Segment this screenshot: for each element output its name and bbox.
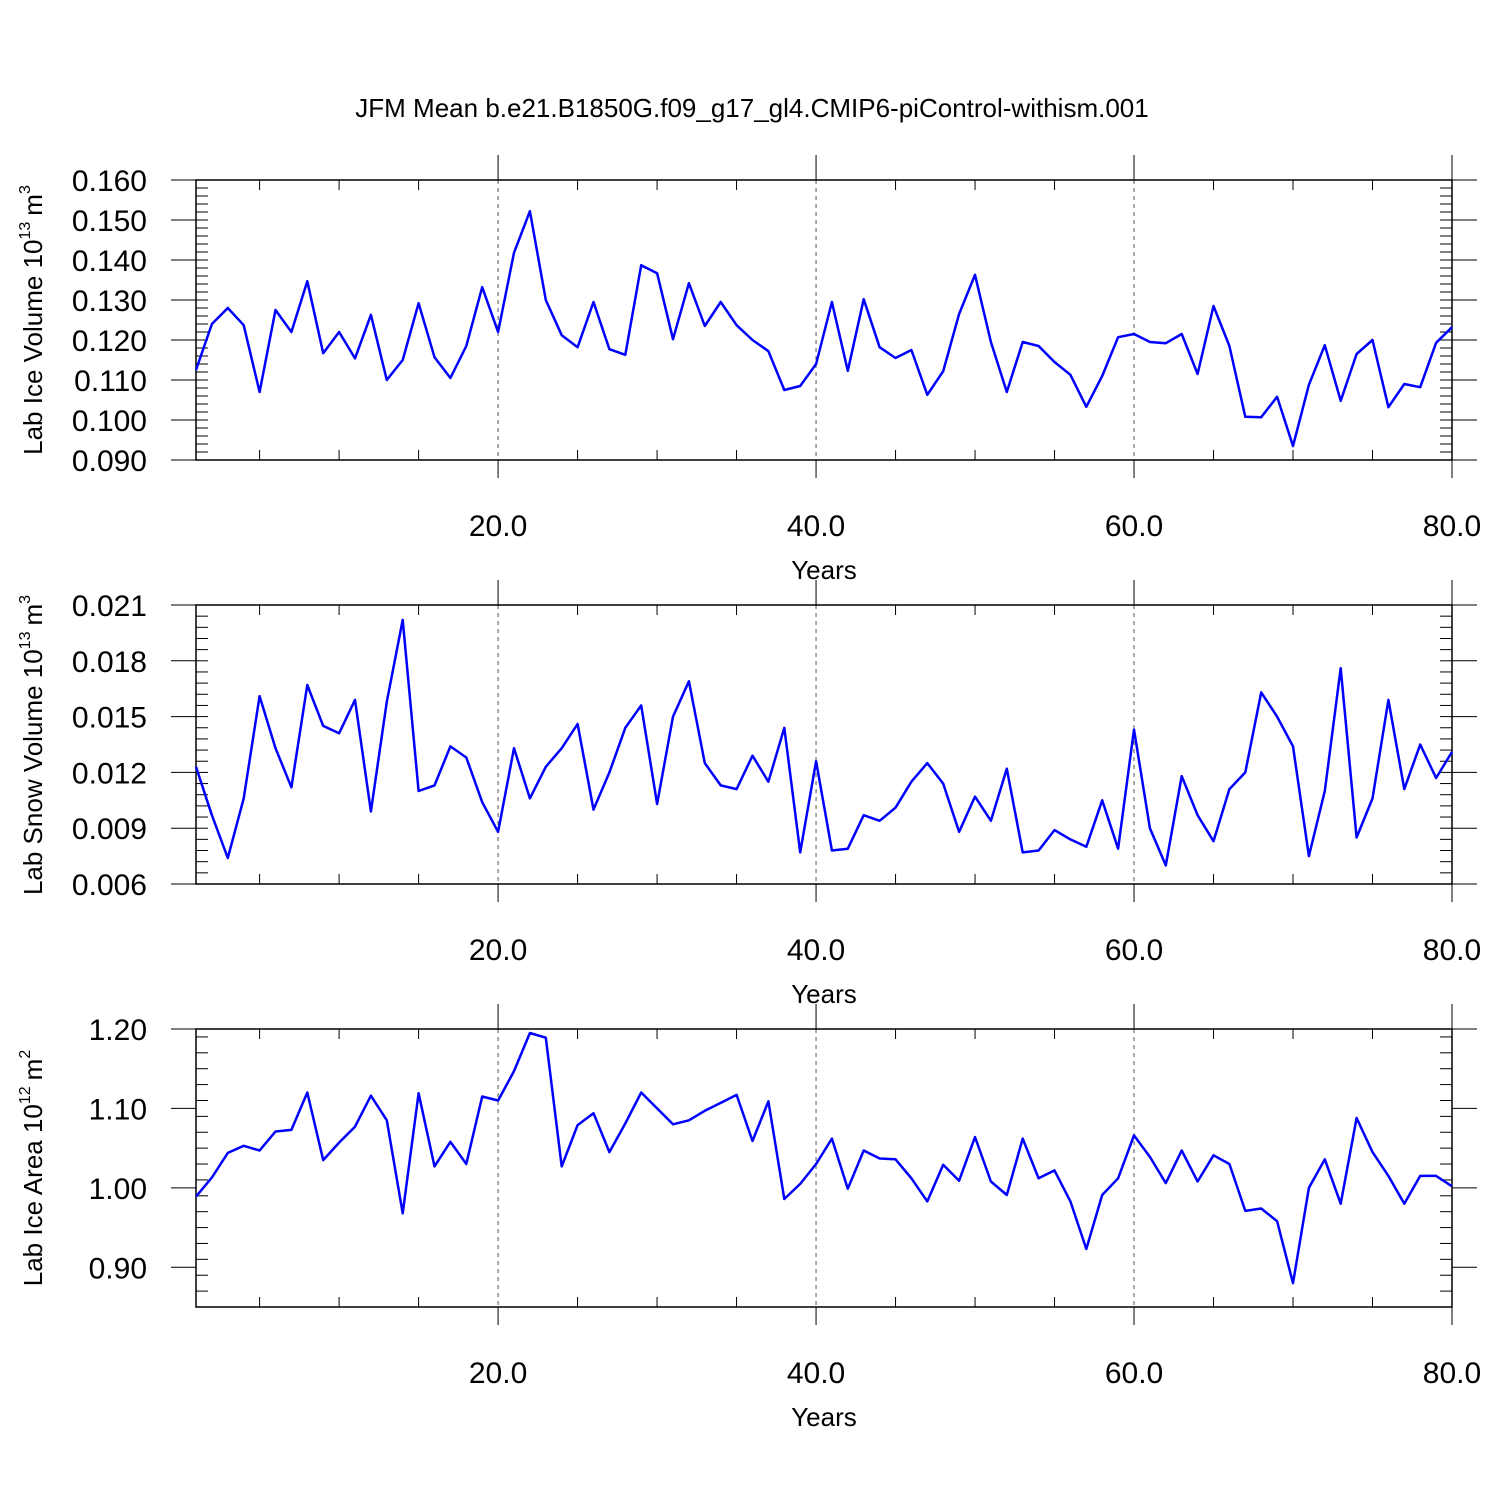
plot-frame <box>195 1028 1453 1308</box>
chart-panel-3: 20.0 40.0 60.0 80.0 1.20 1.10 1.00 0.90 Years Lab… <box>17 1004 1481 1432</box>
data-line <box>195 1031 1453 1285</box>
y-axis-label-ylabel-unit: m <box>18 1059 48 1081</box>
panels: 20.0 40.0 60.0 80.0 0.160 0.150 0.140 0.130 0.12… <box>17 155 1481 1432</box>
y-tick-label: 0.006 <box>72 869 147 902</box>
plot-frame <box>195 604 1453 885</box>
y-axis-label: Lab Ice Area 1012 m2 <box>17 1050 48 1287</box>
y-tick-label: 0.90 <box>89 1252 147 1285</box>
y-tick-label: 0.130 <box>72 285 147 318</box>
x-tick-label: 80.0 <box>1423 934 1481 967</box>
x-tick-label: 40.0 <box>787 510 845 543</box>
data-line <box>194 618 1454 867</box>
y-axis-label-ylabel-unit-exp: 3 <box>17 185 34 194</box>
y-tick-label: 0.012 <box>72 757 147 790</box>
y-tick-label: 1.10 <box>89 1093 147 1126</box>
y-axis-label-ylabel-unit-exp: 2 <box>17 1050 34 1059</box>
y-tick-label: 0.110 <box>74 365 147 398</box>
y-axis-label-ylabel-main: Lab Ice Area 10 <box>18 1104 48 1286</box>
x-axis-label: Years <box>791 979 857 1009</box>
x-tick-label: 40.0 <box>787 934 845 967</box>
chart-panel-1: 20.0 40.0 60.0 80.0 0.160 0.150 0.140 0.130 0.12… <box>17 155 1481 585</box>
x-tick-label: 80.0 <box>1423 510 1481 543</box>
y-tick-label: 0.120 <box>72 325 147 358</box>
plot-frame <box>195 179 1453 461</box>
y-axis-label-ylabel-unit: m <box>18 604 48 626</box>
x-tick-label: 60.0 <box>1105 934 1163 967</box>
x-tick-label: 60.0 <box>1105 1357 1163 1390</box>
y-axis-label-ylabel-exp: 13 <box>17 222 34 240</box>
y-tick-label: 0.021 <box>72 590 147 623</box>
y-axis-label-ylabel-unit-exp: 3 <box>17 595 34 604</box>
y-axis-label-ylabel-main: Lab Ice Volume 10 <box>18 239 48 454</box>
y-axis-label: Lab Ice Volume 1013 m3 <box>17 185 48 455</box>
y-tick-label: 1.20 <box>89 1014 147 1047</box>
y-tick-label: 0.150 <box>72 205 147 238</box>
y-tick-label: 0.100 <box>72 405 147 438</box>
y-axis-label-ylabel-main: Lab Snow Volume 10 <box>18 649 48 895</box>
x-tick-label: 40.0 <box>787 1357 845 1390</box>
y-tick-label: 0.160 <box>72 165 147 198</box>
chart-panel-2: 20.0 40.0 60.0 80.0 0.021 0.018 0.015 0.012 0.00… <box>17 580 1481 1009</box>
y-tick-label: 0.009 <box>72 813 147 846</box>
y-axis-label-ylabel-unit: m <box>18 194 48 216</box>
x-axis-label: Years <box>791 555 857 585</box>
y-tick-label: 0.140 <box>72 245 147 278</box>
y-tick-label: 1.00 <box>89 1173 147 1206</box>
x-tick-label: 80.0 <box>1423 1357 1481 1390</box>
x-tick-label: 60.0 <box>1105 510 1163 543</box>
data-line <box>194 209 1453 448</box>
y-axis-label-ylabel-exp: 12 <box>17 1086 34 1104</box>
y-tick-label: 0.015 <box>72 702 147 735</box>
figure-title: JFM Mean b.e21.B1850G.f09_g17_gl4.CMIP6-… <box>355 93 1148 123</box>
x-tick-label: 20.0 <box>469 1357 527 1390</box>
y-tick-label: 0.090 <box>72 445 147 478</box>
y-axis-label-ylabel-exp: 13 <box>17 631 34 649</box>
y-tick-label: 0.018 <box>72 646 147 679</box>
x-tick-label: 20.0 <box>469 510 527 543</box>
y-axis-label: Lab Snow Volume 1013 m3 <box>17 595 48 895</box>
x-tick-label: 20.0 <box>469 934 527 967</box>
x-axis-label: Years <box>791 1402 857 1432</box>
